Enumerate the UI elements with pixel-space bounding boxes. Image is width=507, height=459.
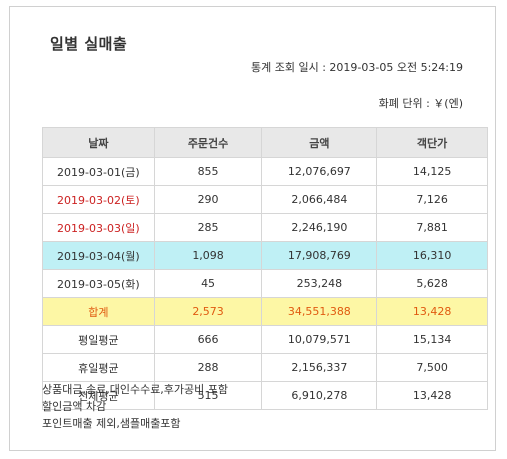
row-per-customer: 13,428 xyxy=(376,297,488,326)
row-orders: 288 xyxy=(153,353,263,382)
row-orders: 290 xyxy=(153,185,263,214)
note-line: 포인트매출 제외,샘플매출포함 xyxy=(42,417,181,430)
row-amount: 2,066,484 xyxy=(261,185,378,214)
table-row: 2019-03-05(화) 45 253,248 5,628 xyxy=(42,269,488,298)
row-per-customer: 7,881 xyxy=(376,213,488,242)
row-orders: 285 xyxy=(153,213,263,242)
note-line: 상품대금,송료,대인수수료,후가공비 포함 xyxy=(42,383,229,396)
row-per-customer: 14,125 xyxy=(376,157,488,186)
row-amount: 2,246,190 xyxy=(261,213,378,242)
row-amount: 12,076,697 xyxy=(261,157,378,186)
note-line: 할인금액 차감 xyxy=(42,400,107,413)
row-date: 2019-03-02(토) xyxy=(42,185,155,214)
row-orders: 515 xyxy=(153,381,263,410)
row-amount: 253,248 xyxy=(261,269,378,298)
row-per-customer: 5,628 xyxy=(376,269,488,298)
notes: 상품대금,송료,대인수수료,후가공비 포함 할인금액 차감 포인트매출 제외,샘… xyxy=(42,381,228,432)
row-orders: 1,098 xyxy=(153,241,263,270)
row-orders: 855 xyxy=(153,157,263,186)
total-row: 합계 2,573 34,551,388 13,428 xyxy=(42,297,488,326)
table-row: 2019-03-01(금) 855 12,076,697 14,125 xyxy=(42,157,488,186)
row-per-customer: 16,310 xyxy=(376,241,488,270)
row-amount: 6,910,278 xyxy=(261,381,378,410)
daily-sales-panel: 일별 실매출 통계 조회 일시 : 2019-03-05 오전 5:24:19 … xyxy=(9,6,496,451)
page-title: 일별 실매출 xyxy=(50,35,128,53)
row-date: 합계 xyxy=(42,297,155,326)
row-date: 휴일평균 xyxy=(42,353,155,382)
header-amount: 금액 xyxy=(261,127,378,158)
table-row: 2019-03-03(일) 285 2,246,190 7,881 xyxy=(42,213,488,242)
header-per-customer: 객단가 xyxy=(376,127,488,158)
row-amount: 34,551,388 xyxy=(261,297,378,326)
row-orders: 45 xyxy=(153,269,263,298)
row-date: 전체평균 xyxy=(42,381,155,410)
average-row: 휴일평균 288 2,156,337 7,500 xyxy=(42,353,488,382)
row-amount: 10,079,571 xyxy=(261,325,378,354)
row-date: 2019-03-01(금) xyxy=(42,157,155,186)
row-per-customer: 7,500 xyxy=(376,353,488,382)
table-row: 2019-03-04(월) 1,098 17,908,769 16,310 xyxy=(42,241,488,270)
row-per-customer: 7,126 xyxy=(376,185,488,214)
header-date: 날짜 xyxy=(42,127,155,158)
row-date: 2019-03-05(화) xyxy=(42,269,155,298)
row-per-customer: 15,134 xyxy=(376,325,488,354)
currency-unit: 화폐 단위 : ￥(엔) xyxy=(378,97,463,110)
table-row: 2019-03-02(토) 290 2,066,484 7,126 xyxy=(42,185,488,214)
row-date: 2019-03-04(월) xyxy=(42,241,155,270)
row-date: 평일평균 xyxy=(42,325,155,354)
row-per-customer: 13,428 xyxy=(376,381,488,410)
query-timestamp: 통계 조회 일시 : 2019-03-05 오전 5:24:19 xyxy=(251,61,463,74)
average-row: 전체평균 515 6,910,278 13,428 xyxy=(42,381,488,410)
row-amount: 17,908,769 xyxy=(261,241,378,270)
row-amount: 2,156,337 xyxy=(261,353,378,382)
row-orders: 666 xyxy=(153,325,263,354)
table-header-row: 날짜 주문건수 금액 객단가 xyxy=(42,127,488,158)
header-orders: 주문건수 xyxy=(153,127,263,158)
row-orders: 2,573 xyxy=(153,297,263,326)
daily-sales-table: 날짜 주문건수 금액 객단가 2019-03-01(금) 855 12,076,… xyxy=(42,127,488,410)
row-date: 2019-03-03(일) xyxy=(42,213,155,242)
average-row: 평일평균 666 10,079,571 15,134 xyxy=(42,325,488,354)
